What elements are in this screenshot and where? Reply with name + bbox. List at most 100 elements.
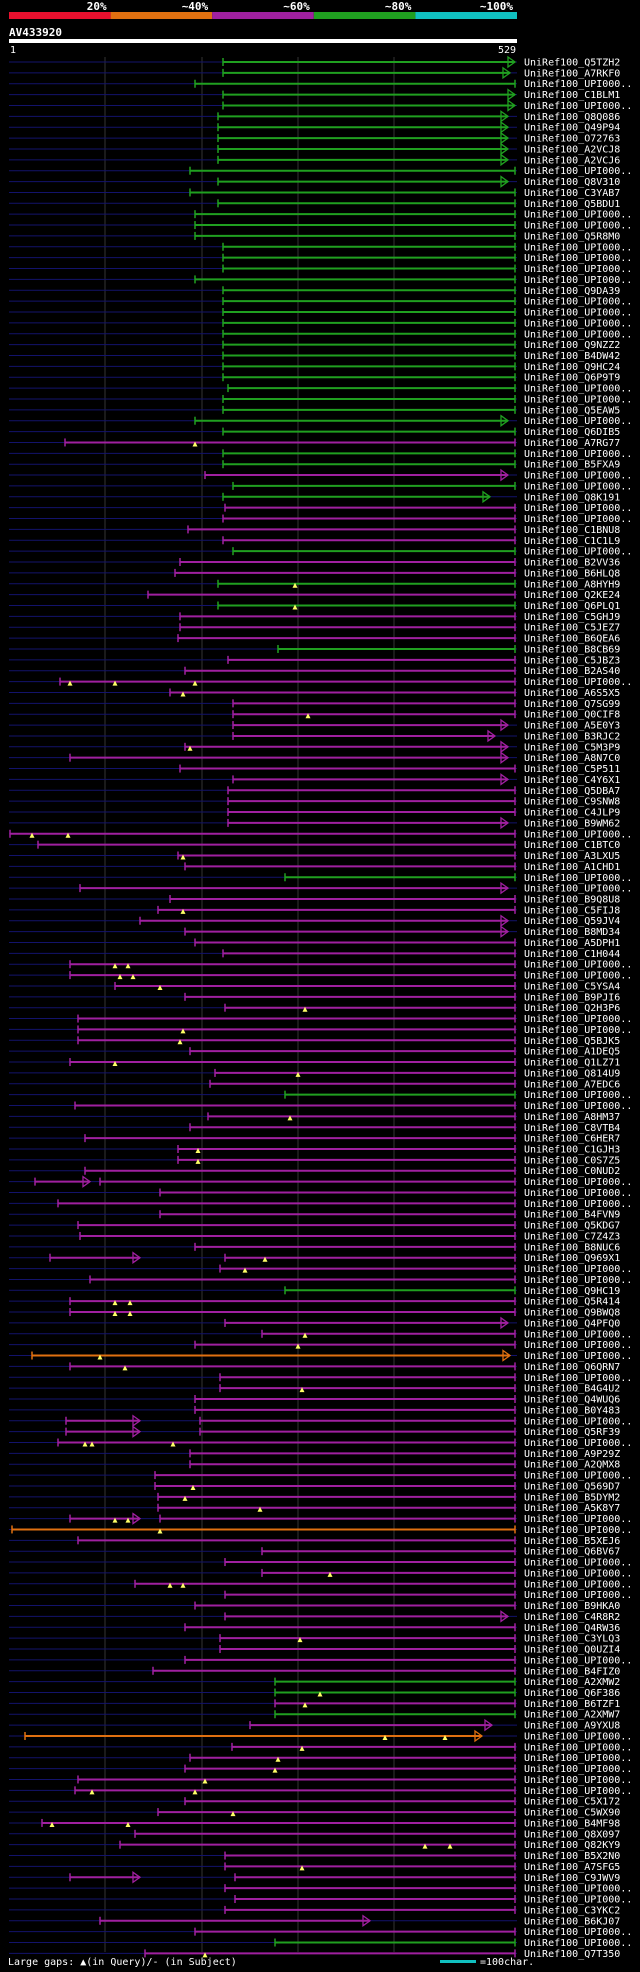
hit-row[interactable]: UniRef100_A7RG77 [9, 438, 620, 449]
hit-name[interactable]: UniRef100_Q5BDU1 [524, 199, 620, 210]
hit-row[interactable]: UniRef100_UPI000.. [9, 1438, 632, 1449]
hit-name[interactable]: UniRef100_B5XEJ6 [524, 1536, 620, 1547]
hit-name[interactable]: UniRef100_B9Q8U8 [524, 894, 620, 905]
hit-row[interactable]: UniRef100_UPI000.. [9, 1764, 632, 1775]
hit-name[interactable]: UniRef100_UPI000.. [524, 1731, 632, 1742]
hit-name[interactable]: UniRef100_UPI000.. [524, 1329, 632, 1340]
hit-name[interactable]: UniRef100_UPI000.. [524, 1351, 632, 1362]
hit-name[interactable]: UniRef100_C8VTB4 [524, 1123, 620, 1134]
hit-name[interactable]: UniRef100_Q59JV4 [524, 916, 620, 927]
hit-name[interactable]: UniRef100_B2VV36 [524, 558, 620, 569]
hit-row[interactable]: UniRef100_C3YKC2 [9, 1905, 620, 1916]
hit-name[interactable]: UniRef100_C5YSA4 [524, 981, 620, 992]
hit-name[interactable]: UniRef100_A2XMW2 [524, 1677, 620, 1688]
hit-row[interactable]: UniRef100_UPI000.. [9, 414, 632, 428]
hit-name[interactable]: UniRef100_UPI000.. [524, 329, 632, 340]
hit-row[interactable]: UniRef100_Q8K191 [9, 490, 620, 504]
hit-row[interactable]: UniRef100_C8VTB4 [9, 1123, 620, 1134]
hit-name[interactable]: UniRef100_UPI000.. [524, 394, 632, 405]
hit-name[interactable]: UniRef100_UPI000.. [524, 1101, 632, 1112]
hit-name[interactable]: UniRef100_UPI000.. [524, 221, 632, 232]
hit-row[interactable]: UniRef100_Q969X1 [9, 1251, 620, 1265]
hit-row[interactable]: UniRef100_UPI000.. [9, 481, 632, 492]
hit-row[interactable]: UniRef100_UPI000.. [9, 1101, 632, 1112]
hit-row[interactable]: UniRef100_Q4WUQ6 [9, 1395, 620, 1406]
hit-row[interactable]: UniRef100_UPI000.. [9, 1471, 632, 1482]
hit-name[interactable]: UniRef100_B8CB69 [524, 644, 620, 655]
hit-name[interactable]: UniRef100_A2VCJ6 [524, 155, 620, 166]
hit-row[interactable]: UniRef100_Q9HC19 [9, 1286, 620, 1297]
hit-row[interactable]: UniRef100_B8CB69 [9, 644, 620, 655]
hit-name[interactable]: UniRef100_Q6P9T9 [524, 373, 620, 384]
hit-name[interactable]: UniRef100_A2VCJ8 [524, 144, 620, 155]
hit-name[interactable]: UniRef100_B6TZF1 [524, 1699, 620, 1710]
hit-row[interactable]: UniRef100_C1GJH3 [9, 1145, 620, 1156]
hit-name[interactable]: UniRef100_B5X2N0 [524, 1851, 620, 1862]
hit-row[interactable]: UniRef100_UPI000.. [9, 1025, 632, 1036]
hit-row[interactable]: UniRef100_UPI000.. [9, 1884, 632, 1895]
hit-name[interactable]: UniRef100_B5DYM2 [524, 1492, 620, 1503]
hit-row[interactable]: UniRef100_A2XMW7 [9, 1710, 620, 1721]
hit-name[interactable]: UniRef100_C7Z4Z3 [524, 1231, 620, 1242]
hit-row[interactable]: UniRef100_Q49P94 [9, 120, 620, 134]
hit-row[interactable]: UniRef100_A7SFG5 [9, 1862, 620, 1873]
hit-name[interactable]: UniRef100_A8HM37 [524, 1112, 620, 1123]
hit-row[interactable]: UniRef100_B5X2N0 [9, 1851, 620, 1862]
hit-name[interactable]: UniRef100_UPI000.. [524, 471, 632, 482]
hit-row[interactable]: UniRef100_B9Q8U8 [9, 894, 620, 905]
hit-name[interactable]: UniRef100_A9P29Z [524, 1449, 620, 1460]
hit-name[interactable]: UniRef100_C1BNU8 [524, 525, 620, 536]
hit-row[interactable]: UniRef100_B6QEA6 [9, 634, 620, 645]
hit-name[interactable]: UniRef100_A5E0Y3 [524, 721, 620, 732]
hit-row[interactable]: UniRef100_Q4PFQ0 [9, 1316, 620, 1330]
hit-name[interactable]: UniRef100_Q9BWQ8 [524, 1308, 620, 1319]
hit-name[interactable]: UniRef100_Q5KDG7 [524, 1221, 620, 1232]
hit-name[interactable]: UniRef100_Q5RF39 [524, 1427, 620, 1438]
hit-name[interactable]: UniRef100_UPI000.. [524, 1895, 632, 1906]
hit-name[interactable]: UniRef100_C9JWV9 [524, 1873, 620, 1884]
hit-row[interactable]: UniRef100_UPI000.. [9, 1927, 632, 1938]
hit-name[interactable]: UniRef100_Q5R414 [524, 1297, 620, 1308]
hit-name[interactable]: UniRef100_B9PJI6 [524, 992, 620, 1003]
hit-row[interactable]: UniRef100_UPI000.. [9, 1199, 632, 1210]
hit-name[interactable]: UniRef100_A3LXU5 [524, 851, 620, 862]
hit-name[interactable]: UniRef100_Q4PFQ0 [524, 1318, 620, 1329]
hit-row[interactable]: UniRef100_UPI000.. [9, 547, 632, 558]
hit-row[interactable]: UniRef100_UPI000.. [9, 881, 632, 895]
hit-row[interactable]: UniRef100_Q7SG99 [9, 699, 620, 710]
hit-name[interactable]: UniRef100_UPI000.. [524, 829, 632, 840]
hit-name[interactable]: UniRef100_Q0CIF8 [524, 710, 620, 721]
hit-row[interactable]: UniRef100_Q9NZZ2 [9, 340, 620, 351]
hit-row[interactable]: UniRef100_A1CHD1 [9, 862, 620, 873]
hit-row[interactable]: UniRef100_UPI000.. [9, 384, 632, 395]
hit-row[interactable]: UniRef100_UPI000.. [9, 960, 632, 971]
hit-row[interactable]: UniRef100_A9P29Z [9, 1449, 620, 1460]
hit-name[interactable]: UniRef100_Q9DA39 [524, 286, 620, 297]
hit-row[interactable]: UniRef100_Q9BWQ8 [9, 1308, 620, 1319]
hit-row[interactable]: UniRef100_C0NUD2 [9, 1166, 620, 1177]
hit-name[interactable]: UniRef100_C3YKC2 [524, 1905, 620, 1916]
hit-name[interactable]: UniRef100_Q7SG99 [524, 699, 620, 710]
hit-row[interactable]: UniRef100_Q6DIB5 [9, 427, 620, 438]
hit-row[interactable]: UniRef100_Q5R414 [9, 1297, 620, 1308]
hit-name[interactable]: UniRef100_UPI000.. [524, 1568, 632, 1579]
hit-name[interactable]: UniRef100_A6S5X5 [524, 688, 620, 699]
hit-name[interactable]: UniRef100_UPI000.. [524, 1264, 632, 1275]
hit-row[interactable]: UniRef100_UPI000.. [9, 1655, 632, 1666]
hit-row[interactable]: UniRef100_A5DPH1 [9, 938, 620, 949]
hit-name[interactable]: UniRef100_B6QEA6 [524, 634, 620, 645]
hit-row[interactable]: UniRef100_A5E0Y3 [9, 718, 620, 732]
hit-row[interactable]: UniRef100_Q8X097 [9, 1829, 620, 1840]
hit-row[interactable]: UniRef100_UPI000.. [9, 514, 632, 525]
hit-name[interactable]: UniRef100_UPI000.. [524, 1753, 632, 1764]
hit-row[interactable]: UniRef100_Q5RF39 [9, 1425, 620, 1439]
hit-name[interactable]: UniRef100_B6KJ07 [524, 1916, 620, 1927]
hit-name[interactable]: UniRef100_UPI000.. [524, 264, 632, 275]
hit-row[interactable]: UniRef100_Q5DBA7 [9, 786, 620, 797]
hit-name[interactable]: UniRef100_C5X172 [524, 1797, 620, 1808]
hit-name[interactable]: UniRef100_UPI000.. [524, 873, 632, 884]
hit-row[interactable]: UniRef100_A6S5X5 [9, 688, 620, 699]
hit-row[interactable]: UniRef100_C1BTC0 [9, 840, 620, 851]
hit-row[interactable]: UniRef100_C9SNW8 [9, 797, 620, 808]
hit-name[interactable]: UniRef100_B4FVN9 [524, 1210, 620, 1221]
